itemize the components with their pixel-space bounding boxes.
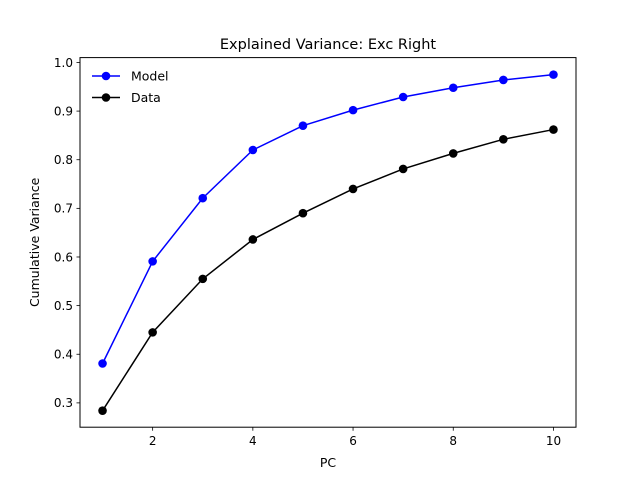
legend-item-model: Model [92,69,169,84]
series-line [101,128,554,412]
data-point [549,70,558,79]
data-point [398,164,408,174]
y-tick-label: 1.0 [54,56,73,70]
legend-label: Model [131,69,169,84]
x-tick-label: 6 [349,434,357,448]
y-axis-label: Cumulative Variance [27,177,42,307]
y-tick-label: 0.5 [54,299,73,313]
y-tick-label: 0.4 [54,348,73,362]
legend-marker [101,93,111,102]
x-tick-label: 2 [149,434,157,448]
legend-label: Data [131,90,161,105]
data-point [499,135,508,144]
y-tick-label: 0.8 [54,153,73,167]
chart-title: Explained Variance: Exc Right [220,37,437,53]
data-point [98,406,107,415]
data-point [198,193,208,203]
axes-frame [79,57,577,428]
x-tick-label: 4 [249,434,257,448]
axis-ticks: 2 4 6 8 10 0.3 0.4 0.5 0.6 0.7 0.8 0.9 1.0 [54,56,561,448]
x-tick-label: 10 [546,434,561,448]
legend: Model Data [92,69,169,105]
series-data [98,125,558,415]
legend-item-data: Data [92,90,161,105]
data-point [148,328,157,337]
data-point [448,83,458,93]
data-point [198,274,208,284]
data-point [348,184,358,194]
data-point [98,359,107,368]
series-model [98,70,558,368]
data-point [549,125,558,134]
data-point [348,105,358,115]
series-line [101,73,554,364]
y-tick-label: 0.7 [54,202,73,216]
x-axis-label: PC [320,455,337,470]
data-point [148,257,157,266]
y-tick-label: 0.9 [54,104,73,118]
data-point [499,75,508,85]
legend-marker [101,71,111,81]
data-point [298,121,308,130]
data-point [248,235,258,244]
y-tick-label: 0.3 [54,396,73,410]
x-tick-label: 8 [449,434,457,448]
data-point [248,145,258,155]
data-point [398,92,408,102]
data-point [298,208,308,218]
data-point [448,149,458,158]
series-layer [98,70,558,415]
y-tick-label: 0.6 [54,250,73,264]
